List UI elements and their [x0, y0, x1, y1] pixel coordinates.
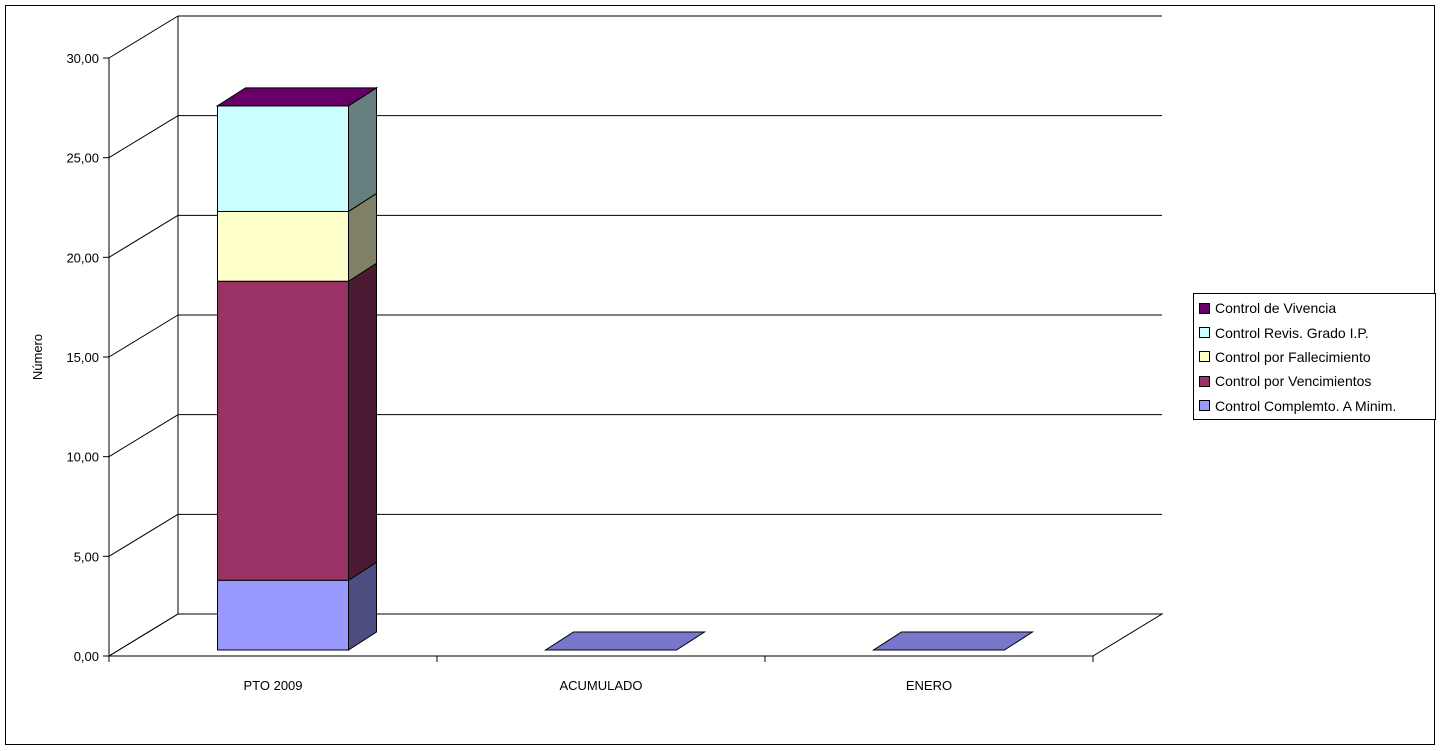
- bar-zero-tile: [543, 631, 707, 651]
- legend-swatch: [1199, 351, 1210, 363]
- bar-top: [215, 87, 379, 107]
- legend: Control de Vivencia Control Revis. Grado …: [1193, 293, 1436, 420]
- gridline-diagonal: [108, 613, 179, 657]
- category-label: ACUMULADO: [559, 678, 642, 693]
- y-tick-label: 30,00: [66, 51, 99, 66]
- gridline-diagonal: [108, 214, 179, 258]
- legend-swatch: [1199, 400, 1210, 412]
- legend-swatch: [1199, 327, 1210, 339]
- bar-segment: [217, 105, 349, 212]
- y-tick-label: 0,00: [74, 649, 99, 664]
- legend-label: Control de Vivencia: [1215, 300, 1337, 317]
- bar-segment-side: [348, 86, 377, 213]
- category-label: ENERO: [906, 678, 952, 693]
- legend-label: Control Revis. Grado I.P.: [1215, 324, 1369, 341]
- bar-segment-side: [348, 262, 377, 582]
- y-tick-label: 25,00: [66, 151, 99, 166]
- chart-plot: 0,00 5,00 10,00 15,00 20,00 25,00 30,00 PTO 200…: [30, 15, 1164, 693]
- legend-swatch: [1199, 375, 1210, 387]
- y-axis-title: Número: [30, 334, 45, 380]
- bar-segment: [217, 210, 349, 282]
- y-tick-label: 20,00: [66, 250, 99, 265]
- legend-item: Control de Vivencia: [1199, 296, 1435, 320]
- y-tick-label: 10,00: [66, 450, 99, 465]
- gridline-diagonal: [108, 15, 179, 59]
- gridline-diagonal: [108, 314, 179, 358]
- chart-frame: 0,00 5,00 10,00 15,00 20,00 25,00 30,00 PTO 200…: [5, 5, 1436, 745]
- y-tick-label: 15,00: [66, 350, 99, 365]
- category-label: PTO 2009: [243, 678, 302, 693]
- legend-item: Control Complemto. A Minim.: [1199, 394, 1435, 418]
- gridline-diagonal: [108, 513, 179, 557]
- legend-label: Control por Fallecimiento: [1215, 348, 1371, 365]
- legend-item: Control por Vencimientos: [1199, 369, 1435, 393]
- y-tick-label: 5,00: [74, 549, 99, 564]
- gridline-diagonal: [108, 414, 179, 458]
- legend-label: Control Complemto. A Minim.: [1215, 397, 1397, 414]
- legend-swatch: [1199, 302, 1210, 314]
- legend-item: Control Revis. Grado I.P.: [1199, 320, 1435, 344]
- gridline-diagonal: [108, 115, 179, 159]
- bar-segment: [217, 280, 349, 581]
- bar-segment: [217, 579, 349, 651]
- legend-label: Control por Vencimientos: [1215, 373, 1372, 390]
- bar-zero-tile: [871, 631, 1035, 651]
- legend-item: Control por Fallecimiento: [1199, 345, 1435, 369]
